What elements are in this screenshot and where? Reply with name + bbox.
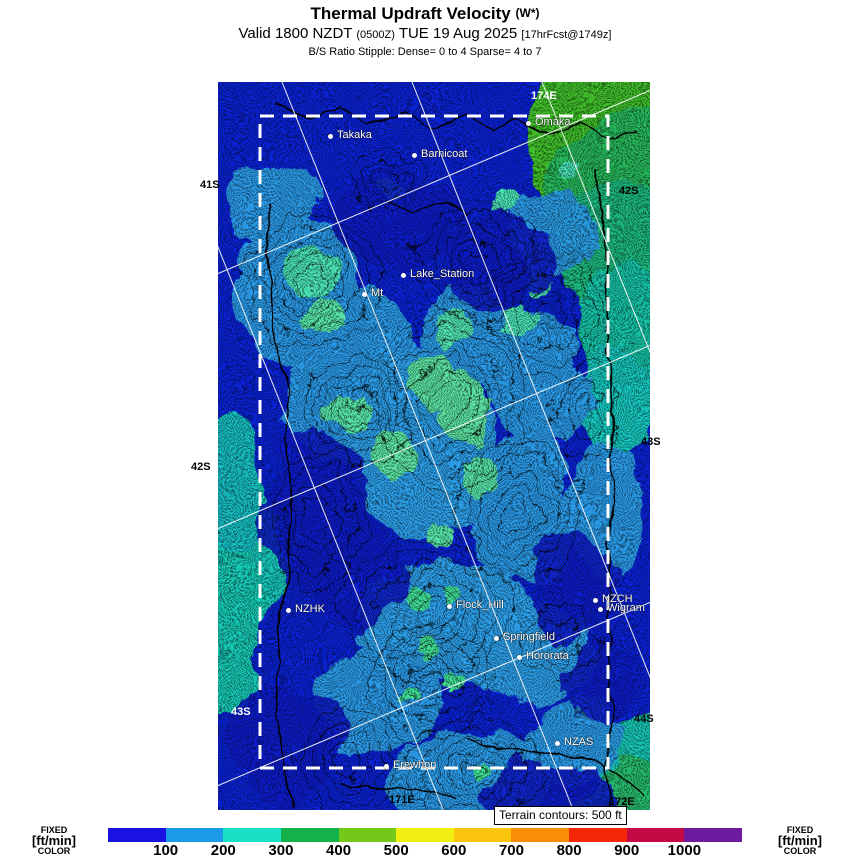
place-dot-flock-hill: [447, 604, 452, 609]
place-dot-hororata: [517, 655, 522, 660]
colorbar-swatch-3: [280, 828, 339, 842]
place-dot-mt: [362, 292, 367, 297]
colorbar-swatch-6: [453, 828, 512, 842]
place-dot-takaka: [328, 134, 333, 139]
graticule-label-43s-left: 43S: [231, 706, 251, 718]
place-dot-barnicoat: [412, 153, 417, 158]
valid-local: Valid 1800 NZDT: [238, 25, 353, 42]
map-canvas: [218, 82, 650, 810]
place-dot-lake-station: [401, 273, 406, 278]
colorbar-tick-100: 100: [153, 842, 179, 859]
colorbar-row: FIXED [ft/min] COLOR 100 200 300 400 500 600 7…: [0, 826, 850, 860]
place-label-springfield: Springfield: [503, 631, 555, 643]
colorbar-tick-600: 600: [441, 842, 467, 859]
colorbar-units-left-top: FIXED: [40, 825, 68, 835]
graticule-label-171e-bottom: 171E: [389, 794, 415, 806]
colorbar-units-left: FIXED [ft/min] COLOR: [16, 826, 92, 856]
colorbar-units-left-mid: [ft/min]: [31, 833, 77, 848]
colorbar-swatch-5: [396, 828, 454, 842]
place-dot-springfield: [494, 636, 499, 641]
weather-map[interactable]: Takaka Omaka Barnicoat Lake_Station Mt N…: [218, 82, 650, 810]
place-label-hororata: Hororata: [526, 650, 569, 662]
place-label-mt: Mt: [371, 287, 384, 299]
place-dot-omaka: [526, 121, 531, 126]
colorbar-swatch-7: [511, 828, 570, 842]
place-label-lake-station: Lake_Station: [410, 268, 475, 280]
place-label-barnicoat: Barnicoat: [421, 148, 468, 160]
colorbar-swatch-2: [223, 828, 281, 842]
graticule-label-44s-right: 44S: [634, 713, 654, 725]
colorbar-tick-1000: 1000: [667, 842, 702, 859]
place-dot-nzhk: [286, 608, 291, 613]
colorbar-tick-300: 300: [268, 842, 294, 859]
place-label-wigram: Wigram: [607, 602, 645, 614]
valid-date: TUE 19 Aug 2025: [398, 25, 518, 42]
colorbar-swatch-9: [626, 828, 685, 842]
colorbar-tick-500: 500: [383, 842, 409, 859]
valid-time-line: Valid 1800 NZDT (0500Z) TUE 19 Aug 2025 …: [0, 24, 850, 45]
terrain-contour-legend: Terrain contours: 500 ft: [494, 806, 627, 825]
graticule-label-42s-right: 42S: [619, 185, 639, 197]
colorbar-units-right-bot: COLOR: [783, 846, 817, 856]
colorbar-tick-400: 400: [326, 842, 352, 859]
graticule-label-172e-bottom: 172E: [609, 796, 635, 808]
colorbar-tick-800: 800: [556, 842, 582, 859]
place-label-flock-hill: Flock_Hill: [456, 599, 504, 611]
colorbar-swatch-8: [569, 828, 627, 842]
place-label-nzas: NZAS: [564, 736, 594, 748]
colorbar-units-right-mid: [ft/min]: [777, 833, 823, 848]
page-title: Thermal Updraft Velocity (W*): [0, 0, 850, 24]
header-block: Thermal Updraft Velocity (W*) Valid 1800…: [0, 0, 850, 60]
terrain-contours: [242, 148, 620, 810]
place-label-omaka: Omaka: [535, 116, 571, 128]
place-dot-nzch: [593, 598, 598, 603]
place-label-takaka: Takaka: [337, 129, 372, 141]
graticule-label-42s-left: 42S: [191, 461, 211, 473]
colorbar-tick-900: 900: [614, 842, 640, 859]
forecast-tag: [17hrFcst@1749z]: [521, 29, 612, 41]
colorbar-swatch-4: [338, 828, 397, 842]
graticule-label-174e-top: 174E: [531, 90, 557, 102]
place-dot-wigram: [598, 607, 603, 612]
colorbar-swatch-1: [165, 828, 224, 842]
colorbar-units-right-top: FIXED: [786, 825, 814, 835]
valid-utc: (0500Z): [356, 29, 395, 41]
page-title-suffix: (W*): [515, 6, 540, 20]
colorbar-units-left-bot: COLOR: [37, 846, 71, 856]
colorbar-ticks: 100 200 300 400 500 600 700 800 900 1000: [108, 842, 742, 860]
graticule-label-43s-right: 43S: [641, 436, 661, 448]
place-label-nzch: NZCH: [602, 593, 633, 605]
colorbar-tick-200: 200: [210, 842, 236, 859]
page-title-text: Thermal Updraft Velocity: [310, 4, 511, 23]
colorbar-swatch-0: [108, 828, 166, 842]
place-label-nzhk: NZHK: [295, 603, 325, 615]
place-dot-erewhon: [384, 764, 389, 769]
colorbar-swatches[interactable]: [108, 828, 743, 842]
graticule-label-41s-left: 41S: [200, 179, 220, 191]
stipple-note: B/S Ratio Stipple: Dense= 0 to 4 Sparse=…: [308, 46, 542, 58]
colorbar-units-right: FIXED [ft/min] COLOR: [762, 826, 838, 856]
colorbar-tick-700: 700: [498, 842, 524, 859]
place-label-erewhon: Erewhon: [393, 759, 437, 771]
place-dot-nzas: [555, 741, 560, 746]
forecast-domain-box: [258, 114, 610, 770]
colorbar-swatch-10: [684, 828, 743, 842]
